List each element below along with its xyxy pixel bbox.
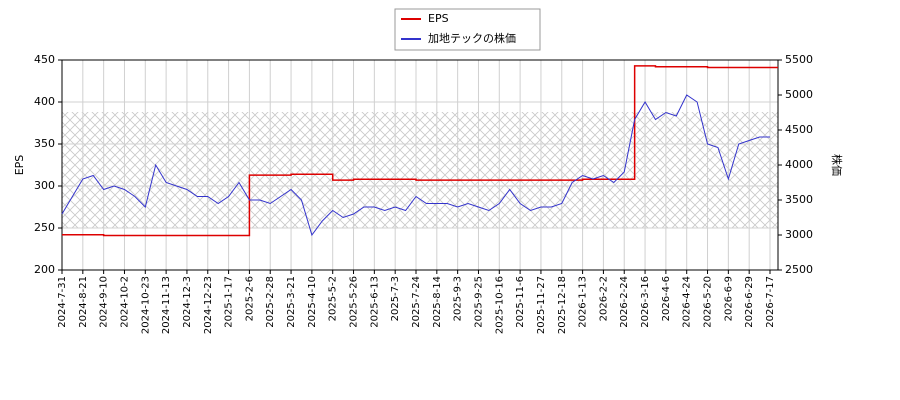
x-tick-label: 2025-5-26 [349,276,360,328]
y-tick-label: 350 [34,137,55,150]
y2-tick-label: 5000 [785,88,813,101]
y2-axis-label: 株価 [830,154,844,176]
x-tick-label: 2024-11-13 [161,276,172,334]
x-tick-label: 2025-2-6 [244,276,255,321]
x-tick-label: 2024-12-23 [203,276,214,334]
x-tick-label: 2024-7-31 [57,276,68,328]
y2-tick-label: 4000 [785,158,813,171]
legend [394,8,541,51]
y-tick-label: 450 [34,53,55,66]
x-tick-label: 2025-2-28 [265,276,276,328]
x-tick-label: 2026-3-16 [640,276,651,328]
x-tick-label: 2024-10-23 [140,276,151,334]
x-tick-label: 2026-2-24 [619,276,630,328]
x-tick-label: 2025-12-18 [557,276,568,334]
y-tick-label: 400 [34,95,55,108]
x-tick-label: 2025-11-6 [515,276,526,328]
y-axis-label: EPS [13,155,26,176]
x-tick-label: 2024-12-3 [182,276,193,328]
range-band [62,112,778,228]
x-tick-label: 2024-9-10 [99,276,110,328]
x-tick-label: 2025-11-27 [536,276,547,334]
x-tick-label: 2026-2-2 [598,276,609,321]
x-tick-label: 2026-6-9 [723,276,734,321]
y-tick-label: 300 [34,179,55,192]
y2-tick-label: 5500 [785,53,813,66]
x-tick-label: 2025-7-3 [390,276,401,321]
series-line [61,94,770,237]
y-tick-label: 200 [34,263,55,276]
x-tick-label: 2024-10-2 [119,276,130,328]
x-tick-label: 2025-4-10 [307,276,318,328]
x-tick-label: 2025-3-21 [286,276,297,328]
x-tick-label: 2025-6-13 [369,276,380,328]
y2-tick-label: 2500 [785,263,813,276]
x-tick-label: 2025-1-17 [224,276,235,328]
y2-tick-label: 3000 [785,228,813,241]
x-tick-label: 2025-9-25 [473,276,484,328]
x-tick-label: 2025-10-16 [494,276,505,334]
x-tick-label: 2026-5-20 [703,276,714,328]
legend-label: EPS [428,12,449,25]
series-line [62,65,778,237]
x-tick-label: 2025-7-24 [411,276,422,328]
x-tick-label: 2026-6-29 [744,276,755,328]
x-tick-label: 2026-7-17 [765,276,776,328]
y-tick-label: 250 [34,221,55,234]
x-tick-label: 2026-1-13 [578,276,589,328]
x-tick-label: 2025-5-2 [328,276,339,321]
x-tick-label: 2024-8-21 [78,276,89,328]
x-tick-label: 2025-9-3 [453,276,464,321]
y2-tick-label: 4500 [785,123,813,136]
legend-label: 加地テックの株価 [428,31,516,45]
y2-tick-label: 3500 [785,193,813,206]
x-tick-label: 2025-8-14 [432,276,443,328]
x-tick-label: 2026-4-24 [682,276,693,328]
x-tick-label: 2026-4-6 [661,276,672,321]
